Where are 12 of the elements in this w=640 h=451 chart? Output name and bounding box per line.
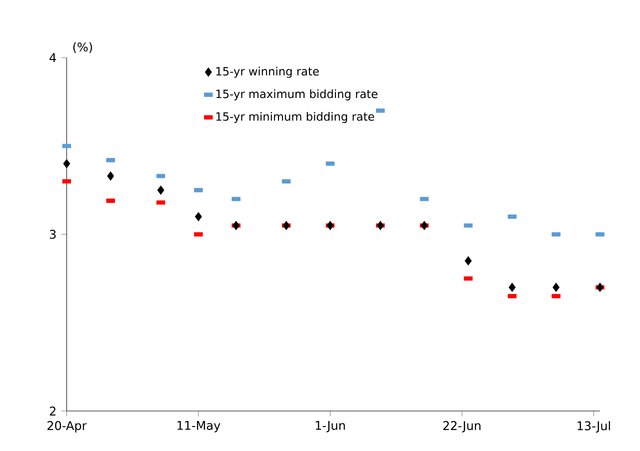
y-tick-label: 2 [50,406,56,416]
y-tick-label: 3 [50,230,56,239]
x-tick-label: 22-Jun [443,421,480,432]
y-tick-label: 4 [50,53,56,62]
x-tick-label: 20-Apr [47,421,87,432]
x-tick-label: 1-Jun [316,421,345,432]
x-tick-label: 11-May [178,421,220,432]
x-tick-label: 13-Jul [578,421,610,433]
legend-label: 15-yr winning rate [216,66,319,78]
legend-label: 15-yr maximum bidding rate [216,89,378,100]
y-axis-title: (%) [73,42,92,53]
legend-label: 15-yr minimum bidding rate [216,112,374,123]
